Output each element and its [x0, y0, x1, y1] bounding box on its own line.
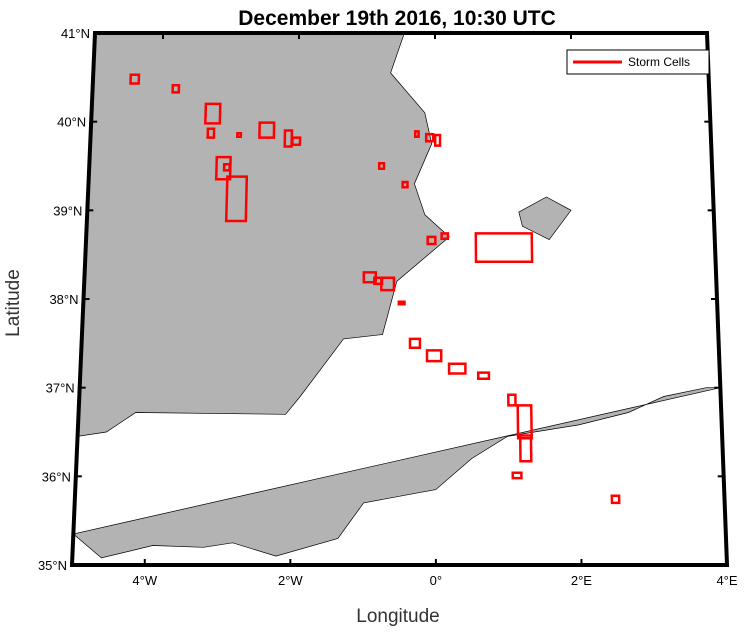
lon-tick-label: 2°E — [571, 573, 592, 588]
land-north-africa — [72, 387, 721, 559]
storm-cell-5 — [236, 131, 243, 138]
storm-cell-8 — [291, 136, 302, 146]
legend-box — [566, 49, 710, 75]
legend-label: Storm Cells — [628, 55, 690, 69]
storm-cell-7 — [283, 129, 294, 148]
storm-cell-16 — [401, 180, 409, 189]
tick-labels: 4°W 2°W 0° 2°E 4°E 35°N 36°N 37°N 38°N 39°N 40°N 41… — [38, 26, 738, 588]
storm-cell-4 — [206, 127, 216, 139]
storm-cell-2 — [171, 84, 181, 94]
storm-cell-26 — [447, 362, 467, 375]
lat-tick-label: 35°N — [38, 558, 67, 573]
map-axes: 4°W 2°W 0° 2°E 4°E 35°N 36°N 37°N 38°N 39°N 40°N 41… — [38, 26, 738, 588]
lat-tick-label: 38°N — [49, 292, 78, 307]
storm-cell-27 — [476, 371, 491, 381]
tick-marks — [72, 32, 728, 566]
lat-tick-label: 39°N — [53, 203, 82, 218]
storm-cell-1 — [129, 73, 141, 85]
lat-tick-label: 36°N — [42, 469, 71, 484]
storm-cell-11 — [224, 175, 249, 223]
land-layer — [72, 32, 721, 559]
storm-cell-32 — [610, 494, 621, 505]
lon-tick-label: 2°W — [278, 573, 303, 588]
storm-cell-23 — [397, 300, 406, 306]
storm-cell-12 — [413, 130, 420, 138]
figure-title: December 19th 2016, 10:30 UTC — [238, 7, 556, 30]
storm-cell-18 — [440, 232, 450, 240]
storm-cell-25 — [425, 349, 443, 363]
lat-tick-label: 41°N — [61, 26, 90, 41]
lon-tick-label: 4°W — [132, 573, 157, 588]
lat-tick-label: 40°N — [57, 115, 86, 130]
storm-cell-28 — [507, 393, 517, 407]
land-iberia — [77, 32, 450, 437]
storm-cells-layer — [129, 73, 621, 505]
storm-cell-17 — [426, 235, 437, 246]
storm-cell-20 — [362, 271, 378, 284]
storm-cell-30 — [518, 434, 533, 463]
storm-cell-29 — [516, 404, 533, 440]
storm-cell-15 — [377, 162, 386, 170]
lon-tick-label: 0° — [430, 573, 442, 588]
legend: Storm Cells — [566, 49, 710, 75]
storm-cell-9 — [214, 155, 232, 181]
lat-tick-label: 37°N — [46, 381, 75, 396]
x-axis-label: Longitude — [356, 606, 439, 627]
storm-cell-24 — [408, 337, 422, 350]
storm-cell-13 — [424, 132, 435, 143]
lon-tick-label: 4°E — [716, 573, 737, 588]
storm-cell-19 — [474, 232, 534, 264]
storm-cell-6 — [258, 121, 276, 139]
storm-cell-31 — [511, 471, 523, 480]
storm-cell-3 — [204, 102, 222, 125]
land-ibiza — [518, 196, 572, 241]
y-axis-label: Latitude — [3, 269, 24, 337]
storm-cell-10 — [222, 162, 232, 172]
storm-cell-14 — [433, 133, 442, 147]
storm-cell-22 — [380, 276, 396, 292]
